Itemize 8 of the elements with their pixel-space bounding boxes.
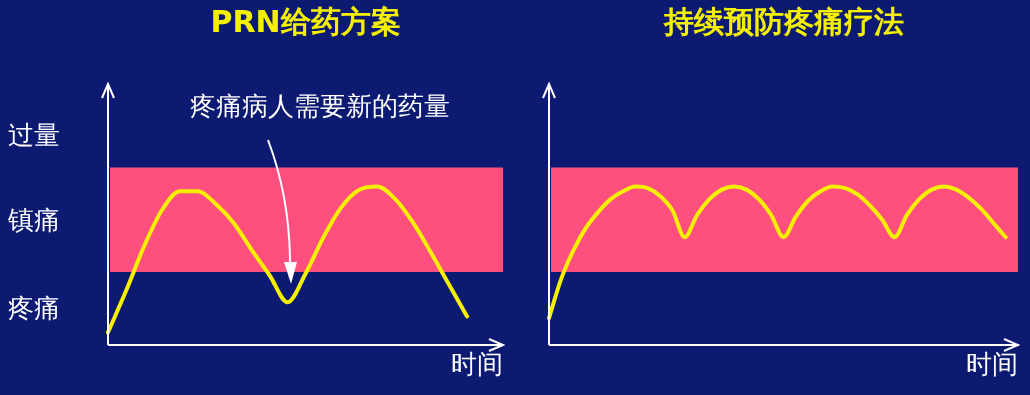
- text: 过量: [8, 119, 60, 150]
- x-axis-title: 时间: [451, 348, 503, 379]
- x-axis-title: 时间: [966, 348, 1018, 379]
- text: 镇痛: [7, 204, 60, 235]
- chart-title: PRN给药方案: [210, 3, 401, 39]
- text: 疼痛病人需要新的药量: [190, 90, 450, 121]
- text: 疼痛: [8, 292, 60, 323]
- chart-title: 持续预防疼痛疗法: [662, 3, 904, 39]
